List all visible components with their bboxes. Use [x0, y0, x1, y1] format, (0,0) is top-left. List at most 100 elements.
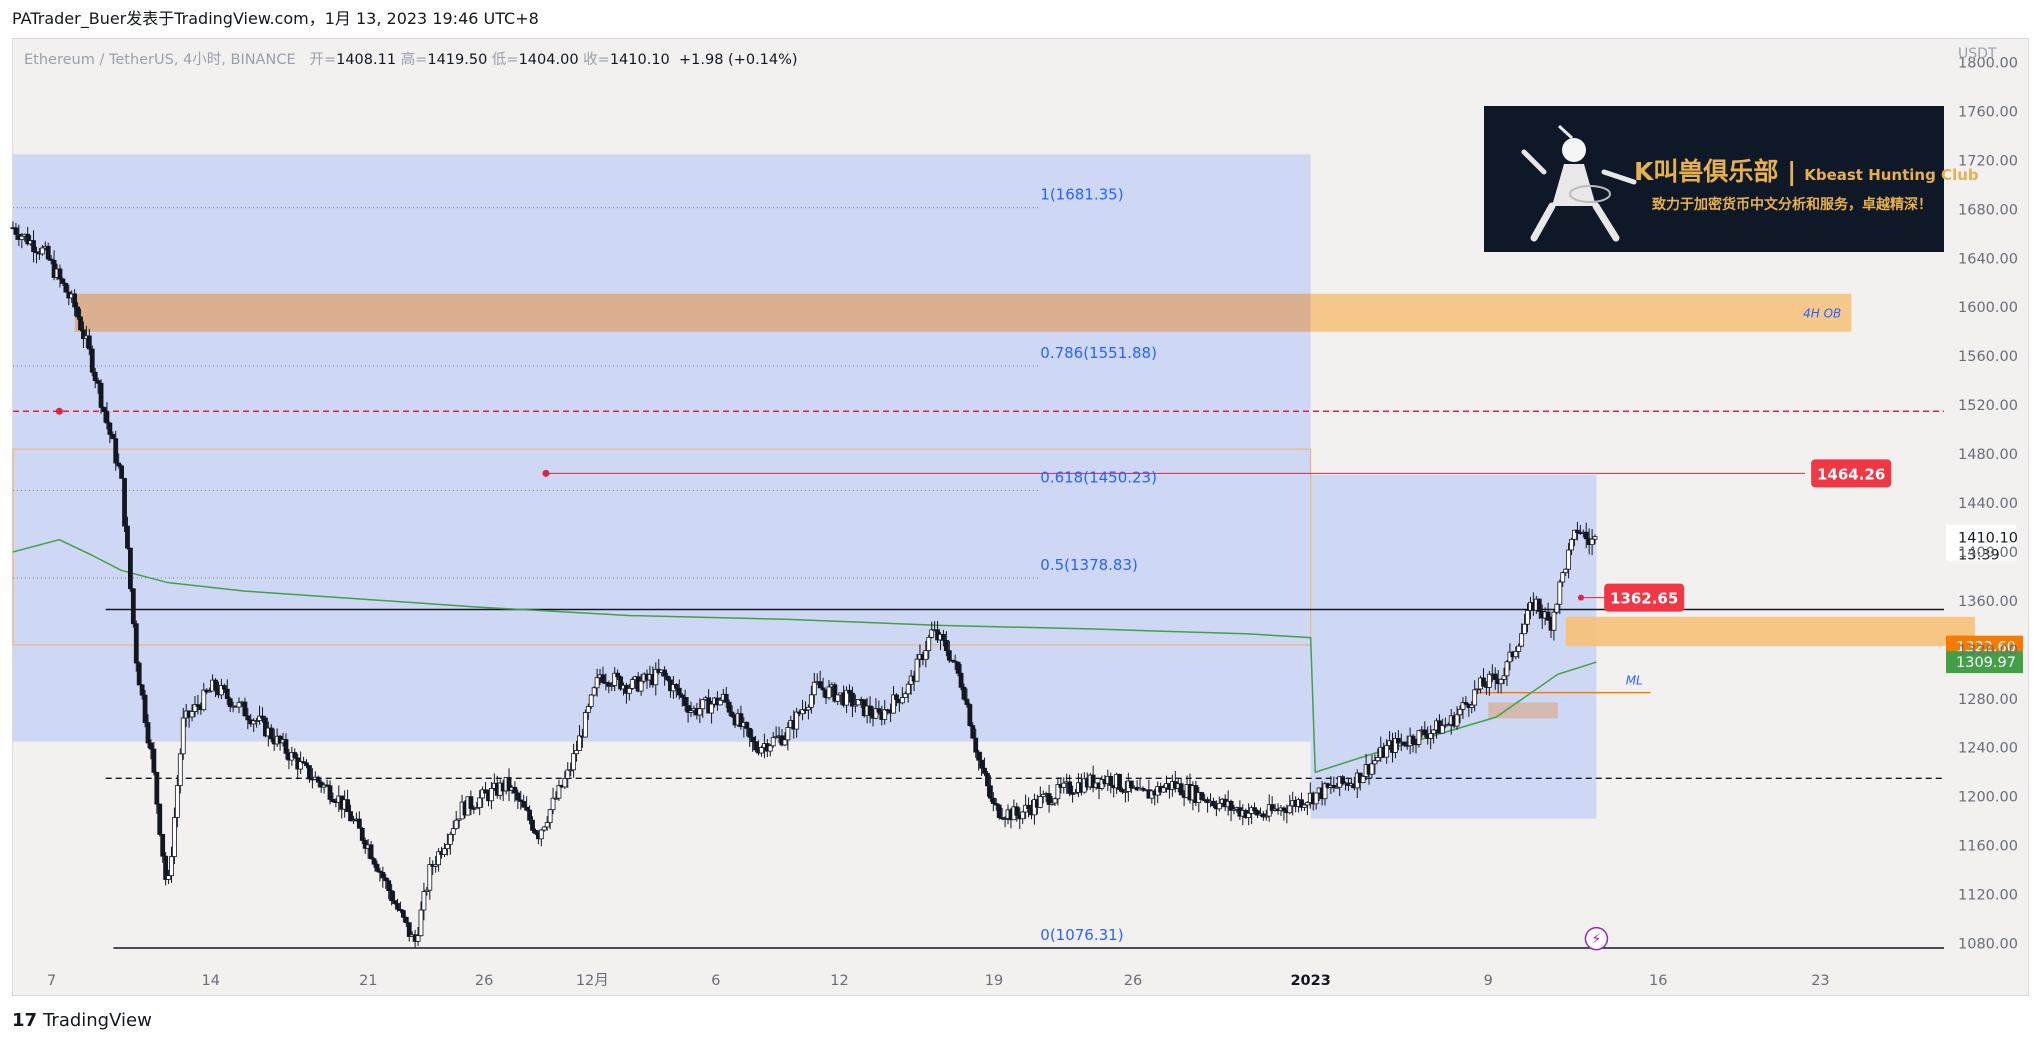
fib-level-label: 0.5(1378.83)	[1040, 556, 1138, 574]
candle-body	[902, 693, 908, 698]
candle-body	[773, 736, 779, 739]
candle-body	[442, 848, 447, 855]
candle-body	[967, 704, 973, 726]
candle-body	[1090, 774, 1096, 788]
axis-price-tag: 1309.97	[1956, 655, 2016, 671]
tradingview-logo[interactable]: 17 TradingView	[12, 1010, 152, 1031]
y-tick-label: 1160.00	[1958, 839, 2018, 855]
candle-body	[392, 900, 397, 904]
candle-body	[1120, 789, 1125, 793]
candle-body	[1498, 678, 1504, 685]
candle-body	[189, 711, 195, 718]
y-tick-label: 1480.00	[1958, 447, 2018, 463]
candle-body	[304, 762, 309, 766]
axis-price-tag-bg	[1946, 651, 2023, 674]
candle-body	[1492, 673, 1498, 680]
close-label: 收=	[583, 52, 610, 68]
candle-body	[31, 240, 36, 253]
candle-body	[873, 708, 879, 719]
candle-body	[973, 737, 979, 753]
candle-body	[964, 698, 970, 705]
candle-body	[195, 704, 201, 707]
candle-body	[368, 844, 374, 860]
x-tick-label: 6	[711, 973, 720, 989]
candle-body	[1566, 549, 1572, 570]
candle-body	[242, 701, 248, 717]
candle-body	[577, 735, 582, 751]
y-tick-label: 1400.00	[1958, 545, 2018, 561]
candle-body	[25, 233, 31, 245]
candle-body	[750, 736, 756, 743]
y-tick-label: 1360.00	[1958, 594, 2018, 610]
candle-body	[1252, 807, 1257, 812]
candle-body	[1334, 786, 1340, 789]
candle-body	[403, 916, 409, 924]
y-tick-label: 1120.00	[1958, 888, 2018, 904]
candle-body	[1460, 702, 1466, 710]
high-value: 1419.50	[427, 52, 488, 68]
candle-body	[19, 235, 25, 240]
candle-body	[362, 840, 368, 849]
candle-body	[820, 687, 826, 691]
candle-body	[759, 747, 764, 754]
candle-body	[1299, 799, 1304, 808]
publisher-text: PATrader_Buer发表于TradingView.com，1月 13, 2…	[12, 9, 539, 28]
resistance-1464-dot	[542, 469, 550, 477]
candle-body	[1040, 793, 1046, 797]
candle-body	[1287, 805, 1293, 814]
candle-body	[985, 773, 990, 787]
candle-body	[251, 720, 257, 725]
candle-body	[307, 765, 312, 780]
candle-body	[424, 889, 430, 892]
y-tick-label: 1280.00	[1958, 692, 2018, 708]
candle-body	[1055, 784, 1061, 800]
candle-body	[450, 828, 456, 835]
candle-body	[377, 870, 383, 873]
candle-body	[421, 891, 427, 911]
candle-body	[1422, 729, 1428, 736]
candle-body	[626, 687, 632, 694]
candle-body	[1281, 807, 1287, 812]
fib-level-label: 0(1076.31)	[1040, 926, 1123, 944]
candle-body	[1513, 651, 1519, 658]
candle-body	[562, 778, 568, 788]
candle-body	[891, 694, 896, 714]
candle-body	[1211, 800, 1216, 807]
candle-body	[101, 407, 107, 413]
banner-title: K叫兽俱乐部 | Kbeast Hunting Club	[1634, 152, 1979, 188]
candle-body	[395, 903, 400, 910]
candle-body	[717, 699, 723, 706]
banner-title-cn: K叫兽俱乐部 |	[1634, 157, 1797, 186]
candle-body	[227, 698, 233, 708]
candle-body	[1410, 735, 1416, 745]
candle-body	[1463, 702, 1469, 705]
candle-body	[1469, 704, 1475, 708]
candle-body	[400, 910, 406, 918]
candle-body	[987, 785, 993, 799]
candle-body	[63, 282, 69, 293]
high-label: 高=	[400, 52, 428, 68]
candle-body	[852, 704, 858, 707]
last-price-value: 1410.10	[1958, 531, 2018, 547]
y-tick-label: 1600.00	[1958, 300, 2018, 316]
candle-body	[133, 623, 139, 664]
candle-body	[876, 708, 882, 713]
candle-body	[996, 804, 1002, 818]
candle-body	[139, 684, 145, 696]
candle-body	[268, 727, 274, 740]
candle-body	[1575, 529, 1580, 533]
candle-body	[60, 278, 66, 284]
candle-body	[990, 797, 996, 804]
candle-body	[1472, 689, 1478, 706]
hunter-figure-logo	[1521, 124, 1637, 242]
candle-body	[236, 701, 242, 708]
candle-body	[882, 709, 888, 720]
candle-body	[1255, 810, 1260, 816]
candle-body	[547, 809, 553, 823]
candle-body	[618, 676, 623, 690]
candle-body	[92, 371, 98, 382]
candle-body	[380, 871, 386, 879]
candle-body	[192, 704, 198, 712]
candle-body	[811, 681, 817, 696]
